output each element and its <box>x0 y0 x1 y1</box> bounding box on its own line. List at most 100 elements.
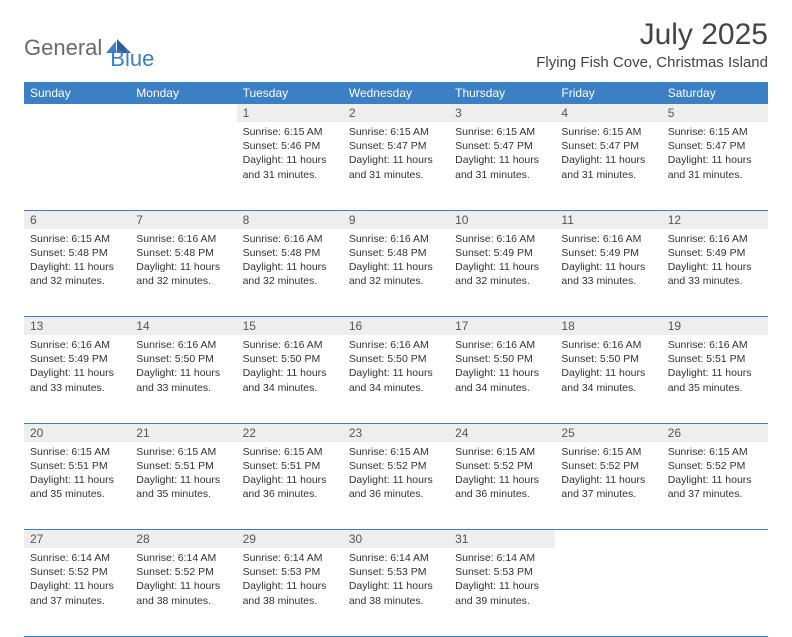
day-detail-line: Daylight: 11 hours <box>349 366 443 380</box>
day-cell: Sunrise: 6:16 AMSunset: 5:51 PMDaylight:… <box>662 335 768 423</box>
day-details <box>555 548 661 557</box>
day-details: Sunrise: 6:15 AMSunset: 5:51 PMDaylight:… <box>130 442 236 508</box>
day-cell: Sunrise: 6:14 AMSunset: 5:52 PMDaylight:… <box>24 548 130 636</box>
day-detail-line: Daylight: 11 hours <box>30 473 124 487</box>
day-detail-line: Daylight: 11 hours <box>561 260 655 274</box>
day-number: 26 <box>662 424 768 442</box>
day-detail-line: Sunset: 5:47 PM <box>561 139 655 153</box>
day-detail-line: and 35 minutes. <box>136 487 230 501</box>
day-detail-line: Daylight: 11 hours <box>455 579 549 593</box>
day-cell: Sunrise: 6:15 AMSunset: 5:52 PMDaylight:… <box>662 442 768 530</box>
day-detail-line: and 34 minutes. <box>561 381 655 395</box>
daynum-row: 2728293031 <box>24 530 768 549</box>
day-detail-line: Sunset: 5:47 PM <box>455 139 549 153</box>
day-detail-line: Sunrise: 6:16 AM <box>30 338 124 352</box>
day-cell: Sunrise: 6:15 AMSunset: 5:47 PMDaylight:… <box>343 122 449 210</box>
day-detail-line: Sunset: 5:50 PM <box>136 352 230 366</box>
calendar-table: Sunday Monday Tuesday Wednesday Thursday… <box>24 82 768 637</box>
day-detail-line: Daylight: 11 hours <box>455 473 549 487</box>
day-number: 29 <box>237 530 343 548</box>
week-row: Sunrise: 6:15 AM Sunset: 5:51 PM Daylight:… <box>24 442 768 530</box>
day-details: Sunrise: 6:14 AMSunset: 5:53 PMDaylight:… <box>237 548 343 614</box>
day-number: 5 <box>662 104 768 122</box>
day-detail-line: Sunrise: 6:15 AM <box>30 232 124 246</box>
day-details: Sunrise: 6:15 AMSunset: 5:51 PMDaylight:… <box>24 442 130 508</box>
day-detail-line: Sunrise: 6:14 AM <box>136 551 230 565</box>
day-details: Sunrise: 6:15 AMSunset: 5:47 PMDaylight:… <box>555 122 661 188</box>
day-detail-line: Sunrise: 6:16 AM <box>455 232 549 246</box>
day-detail-line: Daylight: 11 hours <box>668 260 762 274</box>
day-detail-line: Sunset: 5:48 PM <box>136 246 230 260</box>
day-detail-line: Sunrise: 6:15 AM <box>243 125 337 139</box>
day-number: 1 <box>237 104 343 122</box>
day-cell: Sunrise: 6:14 AMSunset: 5:52 PMDaylight:… <box>130 548 236 636</box>
day-cell <box>24 122 130 210</box>
day-details: Sunrise: 6:16 AMSunset: 5:49 PMDaylight:… <box>24 335 130 401</box>
day-number: 13 <box>24 317 130 335</box>
day-detail-line: Daylight: 11 hours <box>668 473 762 487</box>
day-details: Sunrise: 6:15 AMSunset: 5:52 PMDaylight:… <box>662 442 768 508</box>
day-detail-line: and 31 minutes. <box>349 168 443 182</box>
day-number: 17 <box>449 317 555 335</box>
day-number: 30 <box>343 530 449 548</box>
week-row: Sunrise: 6:16 AMSunset: 5:49 PMDaylight:… <box>24 335 768 423</box>
day-detail-line: and 38 minutes. <box>243 594 337 608</box>
day-details: Sunrise: 6:15 AMSunset: 5:47 PMDaylight:… <box>449 122 555 188</box>
day-detail-line: Daylight: 11 hours <box>561 366 655 380</box>
day-cell: Sunrise: 6:15 AMSunset: 5:51 PMDaylight:… <box>237 442 343 530</box>
day-detail-line: Sunrise: 6:16 AM <box>136 338 230 352</box>
day-detail-line: and 34 minutes. <box>243 381 337 395</box>
day-detail-line: Sunrise: 6:16 AM <box>243 338 337 352</box>
day-detail-line: Sunset: 5:51 PM <box>243 459 337 473</box>
day-details: Sunrise: 6:14 AMSunset: 5:53 PMDaylight:… <box>343 548 449 614</box>
day-detail-line: Sunset: 5:49 PM <box>668 246 762 260</box>
day-details: Sunrise: 6:16 AMSunset: 5:48 PMDaylight:… <box>237 229 343 295</box>
daynum-row: 13141516171819 <box>24 317 768 336</box>
day-details: Sunrise: 6:16 AMSunset: 5:50 PMDaylight:… <box>449 335 555 401</box>
week-row: Sunrise: 6:15 AM Sunset: 5:48 PM Daylight:… <box>24 229 768 317</box>
day-number: 23 <box>343 424 449 442</box>
day-detail-line: Sunset: 5:52 PM <box>668 459 762 473</box>
day-number: 12 <box>662 211 768 229</box>
day-details: Sunrise: 6:16 AMSunset: 5:50 PMDaylight:… <box>555 335 661 401</box>
day-header: Monday <box>130 82 236 104</box>
day-detail-line: Sunrise: 6:16 AM <box>349 338 443 352</box>
day-details: Sunrise: 6:14 AMSunset: 5:52 PMDaylight:… <box>130 548 236 614</box>
day-detail-line: Sunset: 5:50 PM <box>455 352 549 366</box>
day-detail-line: Sunrise: 6:14 AM <box>30 551 124 565</box>
day-detail-line: and 37 minutes. <box>561 487 655 501</box>
day-detail-line: and 31 minutes. <box>243 168 337 182</box>
day-detail-line: Sunset: 5:48 PM <box>349 246 443 260</box>
day-details: Sunrise: 6:15 AMSunset: 5:47 PMDaylight:… <box>662 122 768 188</box>
day-details: Sunrise: 6:16 AMSunset: 5:49 PMDaylight:… <box>449 229 555 295</box>
day-number <box>130 104 236 108</box>
day-detail-line: Daylight: 11 hours <box>455 366 549 380</box>
day-cell <box>555 548 661 636</box>
day-number: 8 <box>237 211 343 229</box>
day-header: Tuesday <box>237 82 343 104</box>
week-row: Sunrise: 6:14 AMSunset: 5:52 PMDaylight:… <box>24 548 768 636</box>
day-detail-line: Sunrise: 6:15 AM <box>30 445 124 459</box>
day-header: Thursday <box>449 82 555 104</box>
day-detail-line: and 31 minutes. <box>455 168 549 182</box>
day-cell: Sunrise: 6:16 AMSunset: 5:49 PMDaylight:… <box>449 229 555 317</box>
day-detail-line: and 33 minutes. <box>30 381 124 395</box>
day-detail-line: Daylight: 11 hours <box>349 473 443 487</box>
day-detail-line: Sunrise: 6:16 AM <box>136 232 230 246</box>
day-cell <box>130 122 236 210</box>
day-detail-line: Sunrise: 6:15 AM <box>136 445 230 459</box>
day-cell: Sunrise: 6:16 AMSunset: 5:50 PMDaylight:… <box>237 335 343 423</box>
day-detail-line: Daylight: 11 hours <box>455 153 549 167</box>
daynum-row: 12345 <box>24 104 768 122</box>
day-details: Sunrise: 6:15 AMSunset: 5:48 PMDaylight:… <box>24 229 130 295</box>
day-detail-line: and 31 minutes. <box>668 168 762 182</box>
day-number: 19 <box>662 317 768 335</box>
day-cell: Sunrise: 6:16 AMSunset: 5:50 PMDaylight:… <box>130 335 236 423</box>
day-detail-line: Daylight: 11 hours <box>30 366 124 380</box>
day-detail-line: Sunrise: 6:14 AM <box>349 551 443 565</box>
day-cell: Sunrise: 6:15 AMSunset: 5:46 PMDaylight:… <box>237 122 343 210</box>
day-cell: Sunrise: 6:15 AMSunset: 5:47 PMDaylight:… <box>662 122 768 210</box>
day-detail-line: Sunset: 5:51 PM <box>668 352 762 366</box>
day-detail-line: Sunset: 5:52 PM <box>30 565 124 579</box>
day-detail-line: Daylight: 11 hours <box>243 260 337 274</box>
